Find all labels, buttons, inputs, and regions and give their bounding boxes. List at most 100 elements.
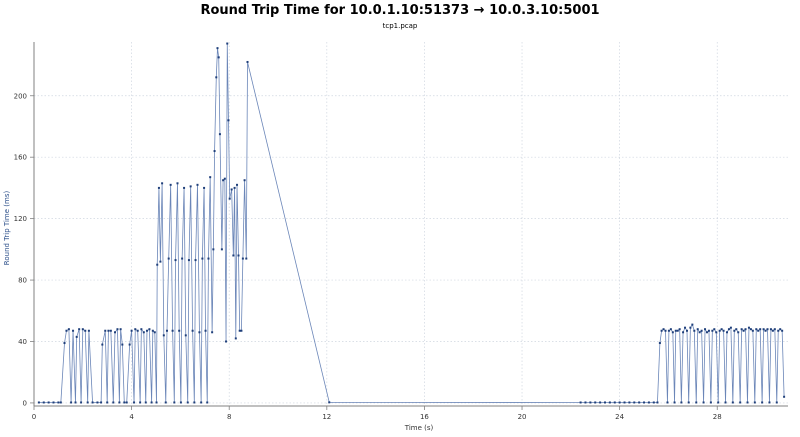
- data-point: [194, 259, 197, 262]
- data-point: [749, 328, 752, 331]
- data-point: [725, 331, 728, 334]
- data-point: [174, 259, 177, 262]
- data-point: [735, 328, 738, 331]
- grid-lines: [33, 42, 788, 406]
- data-point: [148, 328, 151, 331]
- data-point: [196, 183, 199, 186]
- data-point: [109, 329, 112, 332]
- data-point: [238, 329, 241, 332]
- data-point: [169, 183, 172, 186]
- data-point: [217, 56, 220, 59]
- data-point: [165, 329, 168, 332]
- data-point: [159, 260, 162, 263]
- data-point: [116, 328, 119, 331]
- data-point: [737, 331, 740, 334]
- data-point: [96, 401, 99, 404]
- data-point: [164, 401, 167, 404]
- y-tick-label: 0: [23, 399, 27, 407]
- data-point: [78, 328, 81, 331]
- x-tick-label: 4: [129, 413, 134, 421]
- rtt-series-line: [38, 43, 785, 403]
- data-point: [87, 329, 90, 332]
- data-point: [162, 334, 165, 337]
- data-point: [150, 401, 153, 404]
- y-tick-label: 40: [18, 338, 27, 346]
- data-point: [733, 329, 736, 332]
- data-point: [669, 328, 672, 331]
- data-point: [658, 342, 661, 345]
- data-point: [695, 401, 698, 404]
- data-point: [685, 329, 688, 332]
- data-point: [134, 328, 137, 331]
- data-point: [142, 331, 145, 334]
- y-tick-label: 120: [14, 215, 27, 223]
- data-point: [779, 328, 782, 331]
- x-tick-label: 8: [227, 413, 231, 421]
- data-point: [747, 326, 750, 329]
- data-point: [118, 401, 121, 404]
- data-point: [153, 331, 156, 334]
- data-point: [757, 329, 760, 332]
- data-point: [206, 401, 209, 404]
- data-point: [241, 257, 244, 260]
- data-point: [722, 329, 725, 332]
- data-point: [216, 47, 219, 50]
- data-point: [119, 328, 122, 331]
- data-point: [212, 248, 215, 251]
- data-point: [70, 401, 73, 404]
- data-point: [136, 329, 139, 332]
- data-point: [156, 263, 159, 266]
- data-point: [215, 76, 218, 79]
- chart-title: Round Trip Time for 10.0.1.10:51373 → 10…: [200, 3, 600, 18]
- data-point: [144, 401, 147, 404]
- data-point: [101, 343, 104, 346]
- data-point: [678, 328, 681, 331]
- data-point: [647, 401, 650, 404]
- data-point: [781, 329, 784, 332]
- data-point: [633, 401, 636, 404]
- data-point: [783, 395, 786, 398]
- data-point: [65, 329, 68, 332]
- data-point: [766, 328, 769, 331]
- data-point: [186, 401, 189, 404]
- data-point: [107, 329, 110, 332]
- data-point: [761, 401, 764, 404]
- data-point: [245, 257, 248, 260]
- data-point: [603, 401, 606, 404]
- data-point: [589, 401, 592, 404]
- data-point: [42, 401, 45, 404]
- data-point: [746, 401, 749, 404]
- x-tick-label: 0: [32, 413, 36, 421]
- data-point: [727, 328, 730, 331]
- data-point: [178, 329, 181, 332]
- data-point: [608, 401, 611, 404]
- data-point: [666, 401, 669, 404]
- x-tick-label: 20: [518, 413, 527, 421]
- data-point: [709, 401, 712, 404]
- data-point: [121, 343, 124, 346]
- data-point: [145, 329, 148, 332]
- data-point: [628, 401, 631, 404]
- data-point: [328, 401, 331, 404]
- data-point: [106, 401, 109, 404]
- data-point: [207, 257, 210, 260]
- y-tick-label: 80: [18, 277, 27, 285]
- data-point: [731, 401, 734, 404]
- y-tick-label: 200: [14, 92, 27, 100]
- data-point: [204, 329, 207, 332]
- data-point: [771, 329, 774, 332]
- axes: 0 4 8 12 16 20 24 28 0 40 80 120 160 200: [14, 42, 788, 421]
- data-point: [687, 401, 690, 404]
- data-point: [769, 328, 772, 331]
- data-point: [674, 329, 677, 332]
- data-point: [713, 328, 716, 331]
- data-point: [114, 331, 117, 334]
- data-point: [762, 328, 765, 331]
- data-point: [718, 329, 721, 332]
- data-point: [201, 257, 204, 260]
- data-point: [155, 401, 158, 404]
- y-tick-label: 160: [14, 154, 27, 162]
- data-point: [223, 177, 226, 180]
- data-point: [75, 335, 78, 338]
